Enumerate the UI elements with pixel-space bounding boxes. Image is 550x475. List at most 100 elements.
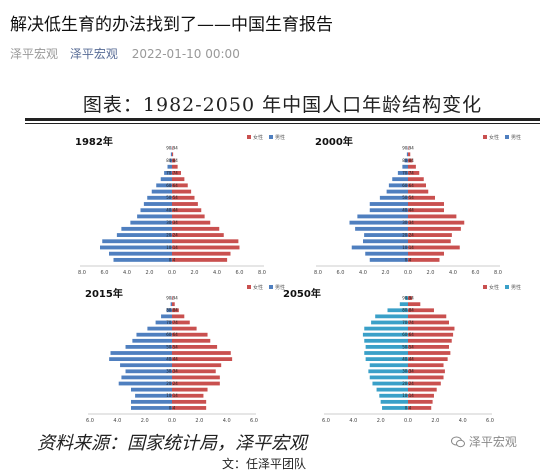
bar-male	[169, 158, 172, 163]
bar-male	[109, 251, 172, 256]
bar-male	[364, 326, 408, 331]
bar-male	[399, 302, 408, 307]
age-tick-label: 10-14	[166, 393, 178, 398]
bar-male	[151, 189, 172, 194]
author-name: 泽平宏观	[10, 47, 59, 61]
bar-female	[408, 177, 424, 182]
bar-male	[147, 326, 172, 331]
x-tick-label: 6.0	[236, 270, 244, 276]
bar-male	[131, 387, 172, 392]
x-tick-label: 6.0	[486, 418, 494, 424]
chart-title: 2000年	[315, 135, 353, 148]
article-meta: 泽平宏观 泽平宏观 2022-01-10 00:00	[10, 45, 240, 62]
age-tick-label: 70-74	[166, 320, 178, 325]
bar-female	[408, 233, 452, 237]
legend-swatch-female	[483, 135, 487, 139]
x-tick-label: 4.0	[223, 418, 231, 424]
bar-female	[408, 363, 444, 368]
age-tick-label: 80-84	[166, 158, 178, 163]
bar-male	[364, 351, 408, 355]
watermark-text: 泽平宏观	[468, 435, 517, 449]
bar-male	[102, 239, 172, 244]
legend-swatch-male	[269, 285, 273, 289]
bar-male	[388, 183, 408, 188]
x-tick-label: 2.0	[382, 270, 390, 276]
bar-female	[408, 406, 432, 410]
bar-male	[364, 233, 408, 237]
bar-male	[132, 338, 172, 343]
chart-title: 2050年	[283, 287, 321, 300]
bar-female	[172, 326, 197, 331]
bar-female	[408, 338, 452, 343]
age-tick-label: 40-44	[166, 356, 178, 361]
bar-male	[113, 257, 172, 262]
bar-female	[172, 202, 198, 206]
population-pyramids: 1982年 女性 男性0-410-1420-2430-3440-4450-5460-…	[75, 134, 521, 424]
bar-male	[121, 375, 172, 380]
bar-female	[172, 158, 176, 163]
age-tick-label: 50-54	[166, 195, 178, 200]
legend-swatch-female	[483, 285, 487, 289]
bar-female	[408, 296, 413, 300]
age-tick-label: 90-94	[402, 146, 414, 151]
bar-female	[172, 214, 205, 219]
age-tick-label: 90-94	[402, 295, 414, 300]
legend-label-female: 女性	[253, 134, 263, 141]
legend-swatch-male	[269, 135, 273, 139]
bar-male	[379, 393, 408, 398]
age-tick-label: 70-74	[402, 170, 414, 175]
age-tick-label: 50-54	[402, 344, 414, 349]
age-tick-label: 30-34	[166, 369, 178, 374]
bar-female	[172, 345, 218, 349]
bar-male	[402, 164, 408, 169]
bar-male	[369, 375, 408, 380]
x-tick-label: 6.0	[101, 270, 109, 276]
age-tick-label: 0-4	[169, 257, 176, 262]
x-tick-label: 0.0	[404, 270, 412, 276]
bar-male	[131, 399, 172, 404]
bar-female	[408, 308, 434, 313]
bar-male	[387, 308, 408, 313]
bar-male	[364, 338, 408, 343]
bar-female	[408, 189, 429, 194]
bar-male	[170, 302, 172, 307]
age-tick-label: 30-34	[402, 369, 414, 374]
bar-female	[172, 387, 208, 392]
bar-female	[408, 152, 411, 157]
figure-image: 图表：1982-2050 年中国人口年龄结构变化 1982年 女性 男性 0-4 10-…	[25, 85, 540, 455]
bar-male	[386, 189, 408, 194]
bar-female	[172, 332, 208, 337]
account-link[interactable]: 泽平宏观	[69, 47, 118, 61]
bar-male	[382, 406, 408, 410]
bar-female	[172, 320, 190, 325]
bar-female	[172, 226, 220, 231]
bar-male	[164, 171, 172, 175]
x-tick-label: 8.0	[258, 270, 266, 276]
age-tick-label: 10-14	[166, 245, 178, 250]
age-tick-label: 60-64	[402, 332, 414, 337]
x-tick-label: 2.0	[431, 418, 439, 424]
bar-female	[172, 251, 231, 256]
bar-female	[172, 195, 195, 200]
bar-female	[408, 208, 444, 213]
bar-male	[121, 226, 172, 231]
bar-female	[172, 296, 173, 300]
figure-source: 资料来源：国家统计局，泽平宏观	[37, 433, 307, 454]
age-tick-label: 40-44	[402, 356, 414, 361]
bar-female	[408, 351, 451, 355]
bar-male	[156, 183, 172, 188]
age-tick-label: 60-64	[166, 332, 178, 337]
bar-male	[125, 369, 172, 374]
bar-female	[408, 381, 441, 386]
legend-label-male: 男性	[275, 284, 285, 291]
age-tick-label: 10-14	[402, 245, 414, 250]
x-tick-label: 0.0	[168, 270, 176, 276]
bar-female	[408, 164, 416, 169]
legend-swatch-female	[247, 135, 251, 139]
legend-swatch-male	[505, 135, 509, 139]
bar-female	[172, 177, 185, 182]
age-tick-label: 20-24	[402, 381, 414, 386]
bar-female	[408, 302, 421, 307]
legend-label-male: 男性	[511, 134, 521, 141]
figure-top-rule	[25, 118, 540, 121]
